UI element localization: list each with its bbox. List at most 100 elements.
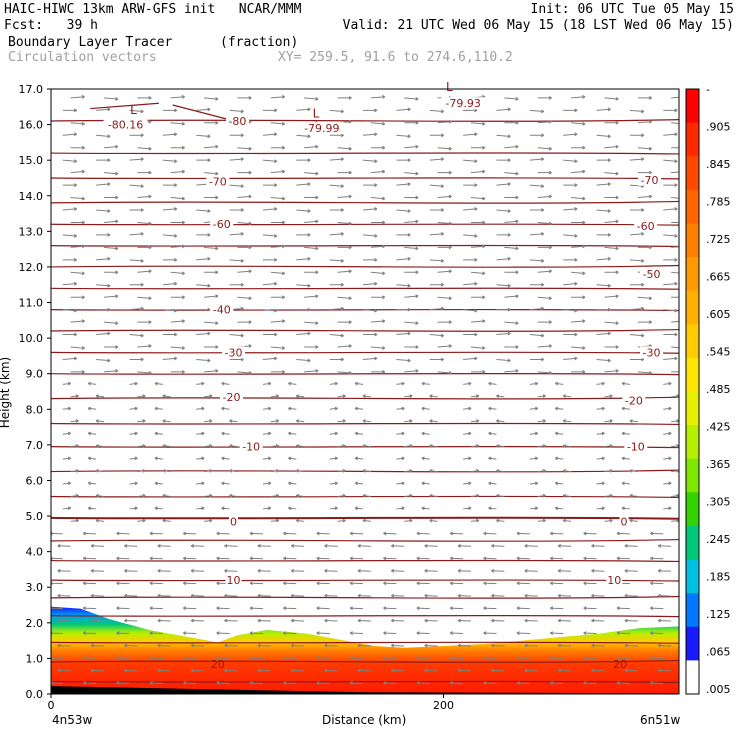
- circulation-vector: [496, 469, 505, 473]
- circulation-vector: [437, 194, 452, 199]
- circulation-vector: [70, 518, 79, 523]
- circulation-vector: [596, 158, 611, 163]
- circulation-vector: [596, 406, 605, 411]
- circulation-vector: [404, 394, 413, 398]
- circulation-vector: [449, 606, 464, 611]
- isotherm-line: [51, 200, 679, 204]
- contour-label: 0: [230, 515, 237, 528]
- circulation-vector: [524, 544, 538, 548]
- circulation-vector: [270, 244, 286, 249]
- circulation-vector: [62, 332, 78, 337]
- circulation-vector: [616, 556, 630, 561]
- circulation-vector: [170, 244, 185, 249]
- circulation-vector: [70, 145, 85, 150]
- circulation-vector: [604, 321, 619, 325]
- circulation-vector: [224, 593, 238, 598]
- circulation-vector: [396, 283, 411, 288]
- circulation-vector: [354, 381, 364, 386]
- circulation-vector: [96, 283, 111, 288]
- circulation-vector: [496, 182, 511, 186]
- circulation-vector: [124, 668, 138, 673]
- circulation-vector: [270, 295, 286, 300]
- circulation-vector: [504, 321, 519, 325]
- circulation-vector: [470, 419, 480, 423]
- circulation-vector: [296, 107, 311, 112]
- circulation-vector: [504, 345, 519, 349]
- circulation-vector: [488, 431, 497, 436]
- circulation-vector: [424, 668, 438, 673]
- circulation-vector: [429, 157, 445, 162]
- circulation-vector: [137, 96, 152, 100]
- circulation-vector: [87, 456, 97, 461]
- circulation-vector: [70, 169, 85, 174]
- circulation-vector: [296, 182, 311, 186]
- circulation-vector: [554, 456, 564, 461]
- circulation-vector: [62, 481, 72, 486]
- circulation-vector: [270, 444, 280, 448]
- colorbar-swatch: [686, 458, 699, 493]
- circulation-vector: [270, 419, 280, 423]
- circulation-vector: [537, 394, 546, 398]
- isotherm-line: [51, 244, 679, 248]
- circulation-vector: [283, 656, 297, 660]
- circulation-vector: [182, 606, 197, 611]
- circulation-vector: [96, 233, 111, 237]
- circulation-vector: [237, 371, 252, 375]
- circulation-vector: [270, 145, 286, 150]
- circulation-vector: [390, 643, 405, 648]
- circulation-vector: [137, 194, 152, 199]
- circulation-vector: [221, 456, 230, 461]
- contour-label: -10: [627, 441, 645, 454]
- circulation-vector: [416, 531, 430, 536]
- circulation-vector: [116, 606, 130, 611]
- circulation-vector: [283, 606, 297, 611]
- circulation-vector: [557, 643, 572, 648]
- circulation-vector: [62, 356, 78, 361]
- circulation-vector: [537, 170, 552, 175]
- circulation-vector: [470, 518, 480, 523]
- circulation-vector: [621, 481, 631, 486]
- circulation-vector: [337, 146, 352, 151]
- circulation-vector: [496, 256, 511, 261]
- circulation-vector: [170, 95, 185, 99]
- circulation-vector: [82, 581, 97, 586]
- circulation-vector: [629, 208, 645, 212]
- circulation-vector: [96, 182, 111, 186]
- colorbar-swatch: [686, 525, 699, 561]
- y-tick-label: 5.0: [26, 510, 44, 523]
- circulation-vector: [604, 144, 619, 149]
- circulation-vector: [424, 643, 438, 648]
- circulation-vector: [370, 346, 386, 350]
- circulation-vector: [370, 121, 386, 126]
- circulation-vector: [496, 518, 505, 523]
- circulation-vector: [90, 668, 105, 673]
- circulation-vector: [429, 258, 445, 263]
- circulation-vector: [87, 431, 97, 436]
- circulation-vector: [262, 481, 272, 486]
- circulation-vector: [591, 544, 605, 548]
- contour-label: -80.16: [108, 119, 143, 132]
- circulation-vector: [154, 406, 163, 411]
- circulation-vector: [82, 631, 97, 635]
- circulation-vector: [663, 381, 672, 386]
- circulation-vector: [671, 271, 679, 274]
- circulation-vector: [437, 296, 452, 301]
- circulation-vector: [162, 518, 171, 523]
- circulation-vector: [516, 656, 530, 660]
- circulation-vector: [149, 581, 163, 586]
- circulation-vector: [196, 381, 205, 386]
- circulation-vector: [162, 332, 178, 337]
- circulation-vector: [470, 295, 486, 300]
- circulation-vector: [262, 406, 272, 411]
- colorbar-swatch: [686, 391, 699, 426]
- circulation-vector: [337, 221, 352, 226]
- circulation-vector: [270, 469, 280, 473]
- circulation-vector: [288, 381, 297, 386]
- colorbar-swatch: [686, 559, 699, 594]
- circulation-vector: [429, 419, 438, 423]
- circulation-vector: [562, 469, 572, 473]
- y-tick-label: 2.0: [26, 617, 44, 630]
- circulation-vector: [149, 556, 163, 561]
- circulation-vector: [196, 406, 205, 411]
- colorbar-label: .725: [706, 233, 731, 246]
